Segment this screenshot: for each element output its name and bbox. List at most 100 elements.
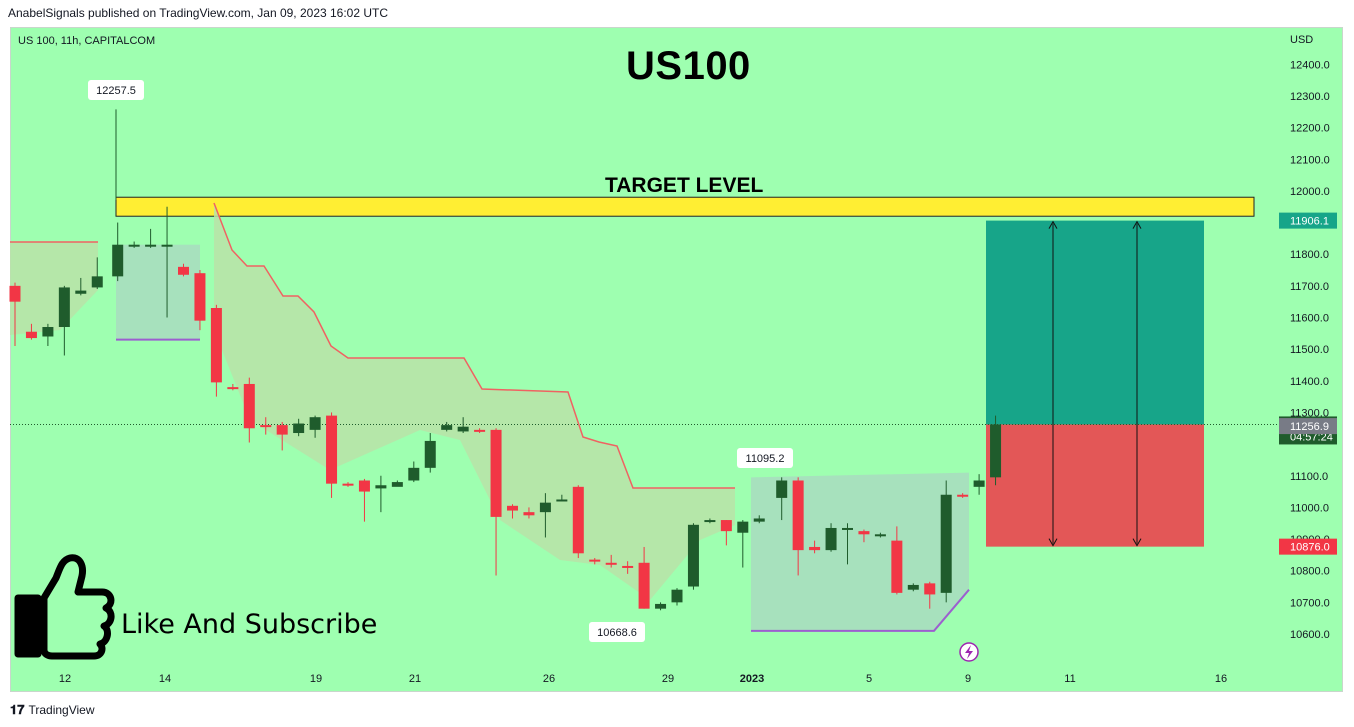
candle-body <box>145 244 157 247</box>
candle-body <box>704 520 716 523</box>
candle-body <box>227 387 239 390</box>
candle-body <box>91 276 103 288</box>
footer-brand-text: TradingView <box>28 703 95 717</box>
candle-body <box>243 383 255 429</box>
footer-brand[interactable]: 𝟏𝟕 TradingView <box>10 702 95 718</box>
candle-body <box>776 480 788 498</box>
profit-zone <box>986 220 1204 425</box>
candle-body <box>924 583 936 595</box>
candle-body <box>58 287 70 327</box>
stop-line <box>213 202 735 489</box>
candle-body <box>687 524 699 587</box>
y-tick-label: 10700.0 <box>1290 597 1330 609</box>
like-subscribe-text: Like And Subscribe <box>121 609 378 640</box>
target-level-label: TARGET LEVEL <box>605 174 764 197</box>
candle-body <box>720 520 732 532</box>
price-tag-label: 11256.9 <box>1290 421 1329 433</box>
x-tick-label: 21 <box>409 673 421 685</box>
loss-zone <box>986 424 1204 547</box>
candle-body <box>572 486 584 554</box>
candle-body <box>178 266 189 275</box>
candle-body <box>809 546 821 551</box>
y-tick-label: 10800.0 <box>1290 566 1330 578</box>
candle-body <box>957 494 969 497</box>
x-tick-label: 12 <box>59 673 71 685</box>
stop-fill-area <box>214 203 735 600</box>
price-tag <box>1279 538 1337 555</box>
candle-body <box>75 290 87 294</box>
candle-body <box>474 429 486 432</box>
candle-body <box>671 589 683 603</box>
stop-fill-left <box>10 242 98 335</box>
candle-body <box>638 562 650 609</box>
candle-body <box>737 521 749 533</box>
chart-title: US100 <box>626 44 751 88</box>
x-tick-label: 26 <box>543 673 555 685</box>
candle-body <box>589 559 601 562</box>
candle-body <box>539 502 551 513</box>
annotation-box <box>737 448 793 468</box>
candle-body <box>128 244 140 247</box>
candle-body <box>907 584 919 590</box>
tradingview-logo-icon: 𝟏𝟕 <box>10 702 25 717</box>
thumbs-up-icon <box>14 554 115 660</box>
candle-body <box>753 518 765 522</box>
arrow-head-down-icon <box>1048 538 1058 547</box>
y-tick-label: 12400.0 <box>1290 59 1330 71</box>
y-tick-label: 11700.0 <box>1290 281 1329 293</box>
annotation-box <box>88 80 144 100</box>
candle-body <box>342 483 354 486</box>
candle-body <box>424 440 436 468</box>
candle-body <box>507 505 518 511</box>
candle-body <box>990 424 1002 478</box>
candle-body <box>842 527 853 530</box>
x-tick-label: 19 <box>310 673 322 685</box>
candle-body <box>655 603 667 609</box>
candle-body <box>42 326 54 337</box>
candle-body <box>9 285 21 302</box>
support-line-right <box>751 589 970 632</box>
candle-body <box>523 512 535 516</box>
y-tick-label: 12100.0 <box>1290 154 1330 166</box>
x-tick-label: 29 <box>662 673 674 685</box>
candle-body <box>556 499 568 502</box>
candle-body <box>161 244 173 247</box>
y-tick-label: 11400.0 <box>1290 376 1329 388</box>
candle-body <box>891 540 903 593</box>
target-band <box>115 196 1255 217</box>
candle-body <box>441 425 453 430</box>
y-tick-label: 11800.0 <box>1290 249 1329 261</box>
candle-body <box>874 534 886 537</box>
x-tick-label: 16 <box>1215 673 1227 685</box>
candle-body <box>825 527 837 551</box>
annotation-label: 11095.2 <box>746 453 785 465</box>
y-tick-label: 12200.0 <box>1290 123 1330 135</box>
price-tag-label: 11906.1 <box>1290 216 1329 228</box>
candle-body <box>457 426 469 432</box>
support-zone-right <box>751 472 969 631</box>
x-tick-label: 5 <box>866 673 872 685</box>
annotation-label: 12257.5 <box>96 85 136 97</box>
arrow-head-up-icon <box>1048 220 1058 229</box>
annotation-box <box>589 622 645 642</box>
y-tick-label: 12300.0 <box>1290 91 1330 103</box>
candle-body <box>326 415 338 484</box>
y-tick-label: 10600.0 <box>1290 629 1330 641</box>
support-zone-left <box>116 244 200 340</box>
x-tick-label: 9 <box>965 673 971 685</box>
candle-body <box>194 273 206 321</box>
candle-body <box>622 565 634 568</box>
candle-body <box>293 423 305 434</box>
lightning-icon-bolt <box>965 645 973 659</box>
y-tick-label: 11600.0 <box>1290 313 1329 325</box>
candle-body <box>25 331 37 339</box>
currency-label: USD <box>1290 34 1314 46</box>
arrow-head-up-icon <box>1132 220 1142 229</box>
price-tag <box>1279 212 1337 229</box>
y-tick-label: 11500.0 <box>1290 344 1329 356</box>
price-tag <box>1279 418 1337 435</box>
y-tick-label: 11000.0 <box>1290 502 1329 514</box>
publisher-line: AnabelSignals published on TradingView.c… <box>8 6 389 20</box>
symbol-label: US 100, 11h, CAPITALCOM <box>18 35 156 47</box>
